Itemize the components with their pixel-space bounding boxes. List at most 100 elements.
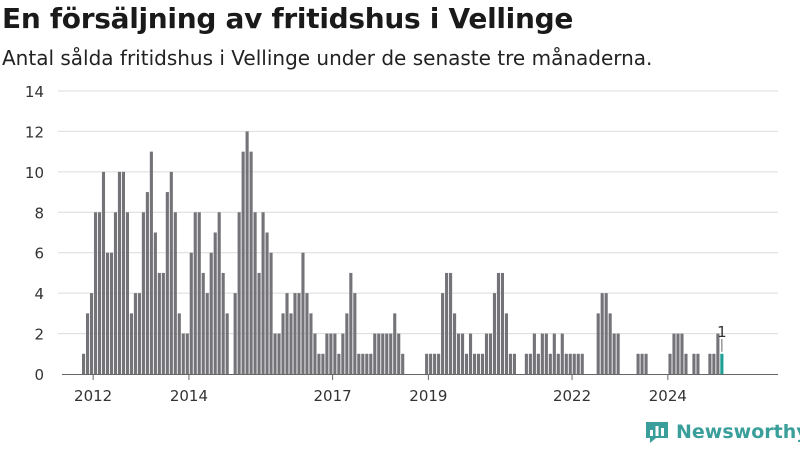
bar xyxy=(461,333,465,374)
bar xyxy=(337,353,341,374)
bar xyxy=(560,333,564,374)
bar xyxy=(189,252,193,374)
bar xyxy=(476,353,481,374)
bar xyxy=(616,333,620,374)
bar xyxy=(385,333,389,374)
bar xyxy=(153,232,157,374)
bar xyxy=(441,293,445,374)
bar xyxy=(680,333,684,374)
bar xyxy=(361,353,365,374)
bar xyxy=(572,353,576,374)
bar xyxy=(137,293,141,374)
chart-subtitle: Antal sålda fritidshus i Vellinge under … xyxy=(2,46,653,70)
bar xyxy=(97,212,102,374)
bar xyxy=(109,252,114,374)
bar xyxy=(161,272,165,374)
bar xyxy=(261,212,265,374)
bar xyxy=(197,212,201,374)
bar xyxy=(401,353,405,374)
bar xyxy=(149,151,153,374)
bar xyxy=(496,272,501,374)
bar xyxy=(345,313,349,374)
bar xyxy=(165,192,169,374)
bar xyxy=(285,293,289,374)
y-tick-label: 2 xyxy=(34,326,44,344)
bar xyxy=(512,353,516,374)
bar xyxy=(85,313,90,374)
bar xyxy=(397,333,401,374)
bar xyxy=(369,353,373,374)
chart-title: En försäljning av fritidshus i Vellinge xyxy=(2,2,574,35)
bar xyxy=(564,353,568,374)
bar xyxy=(201,272,205,374)
bar xyxy=(321,353,325,374)
bar xyxy=(449,272,453,374)
y-tick-label: 10 xyxy=(25,164,44,182)
bar xyxy=(213,232,217,374)
bar xyxy=(129,313,133,374)
bar xyxy=(273,333,277,374)
x-tick-label: 2014 xyxy=(170,387,208,405)
bar xyxy=(429,353,433,374)
bar xyxy=(173,212,177,374)
bar xyxy=(281,313,285,374)
bar xyxy=(389,333,393,374)
bar xyxy=(313,333,317,374)
y-tick-label: 4 xyxy=(34,285,44,303)
bar xyxy=(472,353,477,374)
bar xyxy=(488,333,493,374)
bar xyxy=(480,353,485,374)
bar xyxy=(464,353,469,374)
bar xyxy=(293,293,297,374)
x-axis: 2012 2014 2017 2019 2022 2024 xyxy=(62,374,778,405)
bar xyxy=(333,333,337,374)
x-tick-label: 2017 xyxy=(314,387,352,405)
bar xyxy=(253,212,257,374)
bar xyxy=(325,333,329,374)
bar xyxy=(82,353,86,374)
bar xyxy=(640,353,644,374)
bar xyxy=(692,353,696,374)
bar xyxy=(552,333,556,374)
bar xyxy=(265,232,269,374)
bar xyxy=(257,272,261,374)
bar xyxy=(205,293,209,374)
bar xyxy=(101,171,106,374)
bar xyxy=(377,333,381,374)
bar xyxy=(225,313,229,374)
bar xyxy=(245,131,249,374)
bar xyxy=(676,333,680,374)
bar xyxy=(672,333,676,374)
bar xyxy=(636,353,640,374)
last-value-label: 1 xyxy=(717,323,727,341)
bar xyxy=(708,353,712,374)
bar xyxy=(712,353,716,374)
bar xyxy=(684,353,688,374)
x-tick-label: 2024 xyxy=(649,387,687,405)
y-tick-label: 12 xyxy=(25,123,44,141)
bar xyxy=(349,272,353,374)
bar xyxy=(277,333,281,374)
bar xyxy=(305,293,309,374)
bar xyxy=(544,333,548,374)
bar xyxy=(373,333,377,374)
bar xyxy=(548,353,552,374)
bar xyxy=(696,353,700,374)
bar xyxy=(93,212,98,374)
brand-logo: Newsworthy xyxy=(644,419,800,445)
bar xyxy=(185,333,189,374)
bar xyxy=(113,212,118,374)
bar xyxy=(500,272,504,374)
bar xyxy=(105,252,110,374)
bar xyxy=(125,212,129,374)
bar xyxy=(89,293,94,374)
bar xyxy=(504,313,508,374)
bar xyxy=(425,353,429,374)
bar xyxy=(540,333,544,374)
bar xyxy=(157,272,161,374)
x-tick-label: 2012 xyxy=(74,387,112,405)
bar xyxy=(309,313,313,374)
x-tick-label: 2019 xyxy=(409,387,447,405)
bar xyxy=(468,333,473,374)
